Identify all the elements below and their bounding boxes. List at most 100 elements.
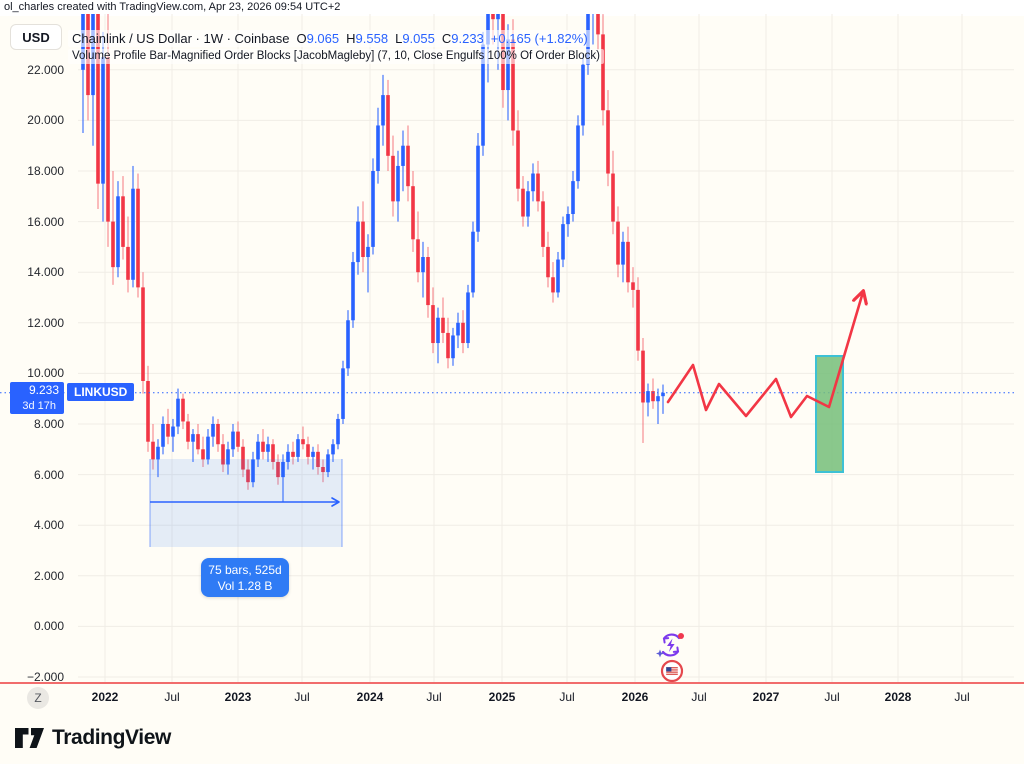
price-tick-label: 2.000 bbox=[33, 568, 64, 583]
candle-body bbox=[111, 221, 115, 268]
candle-body bbox=[661, 392, 665, 397]
measure-region bbox=[150, 459, 342, 547]
candle-body bbox=[536, 173, 540, 202]
tradingview-logo[interactable]: TradingView bbox=[14, 726, 171, 750]
candle-body bbox=[581, 64, 585, 126]
candle-body bbox=[656, 396, 660, 402]
candle-body bbox=[386, 95, 390, 156]
last-price-badge: 9.233 3d 17h bbox=[10, 382, 64, 414]
bar-countdown: 3d 17h bbox=[22, 400, 56, 412]
candle-body bbox=[166, 424, 170, 437]
candle-body bbox=[406, 145, 410, 187]
candle-body bbox=[306, 444, 310, 457]
projection-arrow[interactable] bbox=[666, 292, 863, 419]
candle-body bbox=[491, 14, 495, 20]
candle-body bbox=[431, 305, 435, 344]
time-scale-axis[interactable]: 2022 Jul 2023 Jul 2024 Jul 2025 Jul 2026 Jul 2027 J… bbox=[0, 686, 1024, 710]
candle-body bbox=[131, 188, 135, 280]
price-tick-label: 16.000 bbox=[27, 214, 64, 229]
candle-body bbox=[456, 322, 460, 336]
attribution-bar: ol_charles created with TradingView.com,… bbox=[0, 0, 1024, 16]
candle-body bbox=[651, 391, 655, 402]
measure-bars-text: 75 bars, 525d bbox=[208, 562, 282, 577]
price-tick-label: 18.000 bbox=[27, 164, 64, 178]
measure-tool[interactable] bbox=[149, 459, 343, 547]
time-tick-label: 2026 bbox=[621, 690, 649, 704]
high-label: H bbox=[346, 31, 356, 46]
candle-body bbox=[366, 246, 370, 258]
candle-body bbox=[636, 289, 640, 351]
candle-body bbox=[541, 201, 545, 247]
candle-body bbox=[371, 171, 375, 247]
candle-body bbox=[526, 191, 530, 217]
candle-body bbox=[266, 444, 270, 452]
time-tick-label: Jul bbox=[954, 690, 970, 704]
price-tick-label: −2.000 bbox=[26, 670, 64, 684]
candle-body bbox=[391, 155, 395, 202]
close-value: 9.233 bbox=[451, 31, 484, 46]
candle-body bbox=[301, 439, 305, 445]
candle-body bbox=[206, 436, 210, 460]
candle-body bbox=[321, 467, 325, 473]
candle-body bbox=[176, 398, 180, 427]
candle-body bbox=[571, 181, 575, 215]
candle-body bbox=[411, 186, 415, 240]
candle-body bbox=[251, 459, 255, 483]
candle-body bbox=[151, 441, 155, 460]
cycle-lightning-icon[interactable] bbox=[655, 629, 687, 666]
indicator-legend-row[interactable]: Volume Profile Bar-Magnified Order Block… bbox=[68, 49, 604, 64]
projection-line[interactable] bbox=[666, 292, 863, 419]
price-tick-label: 14.000 bbox=[27, 265, 64, 280]
candle-body bbox=[311, 451, 315, 457]
candle-body bbox=[261, 441, 265, 452]
time-tick-label: 2024 bbox=[356, 690, 384, 704]
candle-body bbox=[446, 332, 450, 359]
price-tick-label: 22.000 bbox=[27, 62, 64, 77]
candle-body bbox=[346, 320, 350, 369]
measure-volume-text: Vol 1.28 B bbox=[217, 578, 273, 593]
price-tick-label: 4.000 bbox=[33, 518, 64, 533]
open-value: 9.065 bbox=[306, 31, 340, 46]
candle-body bbox=[646, 391, 650, 403]
candle-body bbox=[436, 317, 440, 344]
candle-body bbox=[181, 398, 185, 422]
candle-body bbox=[116, 196, 120, 268]
candle-body bbox=[156, 446, 160, 460]
candle-body bbox=[556, 259, 560, 293]
candle-body bbox=[626, 241, 630, 283]
candle-body bbox=[531, 173, 535, 192]
candle-body bbox=[351, 262, 355, 321]
candle-body bbox=[506, 39, 510, 91]
candle-body bbox=[481, 44, 485, 146]
candle-body bbox=[126, 246, 130, 280]
candle-body bbox=[496, 14, 500, 20]
candle-body bbox=[191, 434, 195, 442]
candle-body bbox=[561, 224, 565, 260]
low-value: 9.055 bbox=[402, 31, 435, 46]
candle-body bbox=[451, 335, 455, 359]
us-flag-icon[interactable] bbox=[660, 659, 684, 688]
zoom-reset-button[interactable]: Z bbox=[27, 687, 49, 709]
candle-body bbox=[356, 221, 360, 263]
high-value: 9.558 bbox=[355, 31, 389, 46]
candle-body bbox=[171, 426, 175, 437]
currency-toggle-button[interactable]: USD bbox=[10, 24, 62, 50]
symbol-legend-row[interactable]: Chainlink / US Dollar · 1W · Coinbase O9.… bbox=[68, 30, 592, 47]
time-tick-label: Jul bbox=[426, 690, 442, 704]
time-tick-label: Jul bbox=[691, 690, 707, 704]
time-tick-label: Jul bbox=[164, 690, 180, 704]
time-tick-label: 2027 bbox=[752, 690, 780, 704]
candle-body bbox=[471, 231, 475, 293]
candle-body bbox=[121, 196, 125, 247]
price-scale-axis[interactable]: 22.000 20.000 18.000 16.000 14.000 12.000 10.0… bbox=[0, 14, 66, 684]
price-tick-label: 20.000 bbox=[27, 113, 64, 128]
time-tick-label: Jul bbox=[559, 690, 575, 704]
time-tick-label: 2022 bbox=[91, 690, 119, 704]
candle-body bbox=[401, 145, 405, 166]
candle-body bbox=[331, 444, 335, 455]
measure-tooltip: 75 bars, 525d Vol 1.28 B bbox=[201, 558, 289, 597]
candle-body bbox=[606, 110, 610, 174]
candle-body bbox=[246, 469, 250, 483]
candles bbox=[81, 14, 665, 503]
